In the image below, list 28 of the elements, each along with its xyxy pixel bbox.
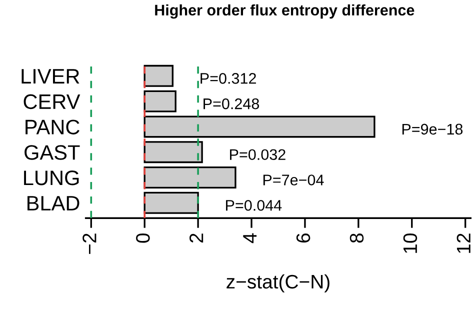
chart-title: Higher order flux entropy difference — [155, 4, 414, 19]
y-tick-label: PANC — [26, 120, 80, 134]
y-tick-label: LUNG — [24, 170, 79, 186]
x-tick-label: 10 — [403, 233, 418, 253]
bar — [144, 192, 199, 214]
bar — [144, 166, 236, 188]
bar — [144, 116, 376, 138]
y-tick-label: LIVER — [22, 69, 80, 84]
annotation: P=7e−04 — [263, 174, 324, 186]
y-tick-label: GAST — [24, 145, 80, 160]
annotation: P=9e−18 — [402, 124, 463, 135]
annotation: P=0.044 — [226, 200, 282, 211]
x-tick-label: 6 — [296, 234, 310, 243]
y-tick-label: CERV — [24, 94, 80, 110]
bar — [144, 90, 176, 112]
y-tick-label: BLAD — [28, 196, 80, 210]
x-tick-label: 4 — [243, 233, 257, 244]
annotation: P=0.312 — [200, 73, 256, 84]
x-tick-label: 2 — [190, 234, 204, 243]
annotation: P=0.248 — [204, 98, 260, 110]
bar — [144, 141, 203, 164]
bar — [144, 64, 174, 87]
x-tick-label: 12 — [456, 234, 470, 253]
x-tick-label: 0 — [136, 233, 150, 243]
x-tick-label: 8 — [350, 234, 364, 243]
x-tick-label: −2 — [82, 234, 96, 254]
x-axis-title: z−stat(C−N) — [226, 274, 330, 292]
annotation: P=0.032 — [230, 149, 286, 160]
